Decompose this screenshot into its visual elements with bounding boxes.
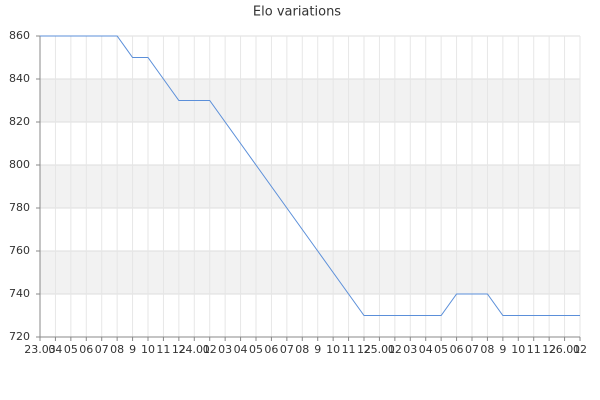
- x-tick-label: 9: [499, 343, 506, 356]
- x-tick-label: 23.03: [24, 343, 56, 356]
- x-tick-label: 05: [434, 343, 448, 356]
- x-tick-label: 25.01: [364, 343, 396, 356]
- x-tick-label: 10: [326, 343, 340, 356]
- x-tick-label: 07: [280, 343, 294, 356]
- x-tick-label: 08: [110, 343, 124, 356]
- x-tick-label: 12: [172, 343, 186, 356]
- x-tick-label: 08: [295, 343, 309, 356]
- y-tick-label: 780: [9, 201, 30, 214]
- x-tick-label: 05: [64, 343, 78, 356]
- y-tick-label: 800: [9, 158, 30, 171]
- x-tick-label: 26.01: [549, 343, 581, 356]
- x-tick-label: 11: [527, 343, 541, 356]
- grid-band: [40, 165, 580, 208]
- x-tick-label: 05: [249, 343, 263, 356]
- x-tick-label: 04: [48, 343, 62, 356]
- grid-band: [40, 251, 580, 294]
- x-tick-label: 11: [342, 343, 356, 356]
- x-tick-label: 12: [542, 343, 556, 356]
- x-tick-label: 02: [388, 343, 402, 356]
- series-line: [40, 35, 580, 316]
- x-tick-label: 9: [129, 343, 136, 356]
- x-tick-label: 08: [480, 343, 494, 356]
- x-tick-label: 12: [357, 343, 371, 356]
- x-tick-label: 07: [95, 343, 109, 356]
- x-tick-label: 03: [403, 343, 417, 356]
- x-tick-label: 06: [264, 343, 278, 356]
- x-tick-label: 03: [218, 343, 232, 356]
- x-tick-label: 24.01: [179, 343, 211, 356]
- y-tick-label: 720: [9, 330, 30, 343]
- chart-title: Elo variations: [253, 5, 341, 20]
- x-tick-label: 06: [79, 343, 93, 356]
- y-tick-label: 840: [9, 72, 30, 85]
- x-tick-label: 10: [511, 343, 525, 356]
- x-tick-label: 02: [203, 343, 217, 356]
- x-tick-label: 10: [141, 343, 155, 356]
- x-tick-label: 9: [314, 343, 321, 356]
- x-tick-label: 07: [465, 343, 479, 356]
- y-tick-label: 760: [9, 244, 30, 257]
- x-tick-label: 02: [573, 343, 587, 356]
- y-tick-label: 740: [9, 287, 30, 300]
- y-tick-label: 860: [9, 29, 30, 42]
- x-tick-label: 04: [234, 343, 248, 356]
- x-tick-label: 04: [419, 343, 433, 356]
- x-tick-label: 11: [156, 343, 170, 356]
- grid-band: [40, 79, 580, 122]
- y-tick-label: 820: [9, 115, 30, 128]
- x-tick-label: 06: [450, 343, 464, 356]
